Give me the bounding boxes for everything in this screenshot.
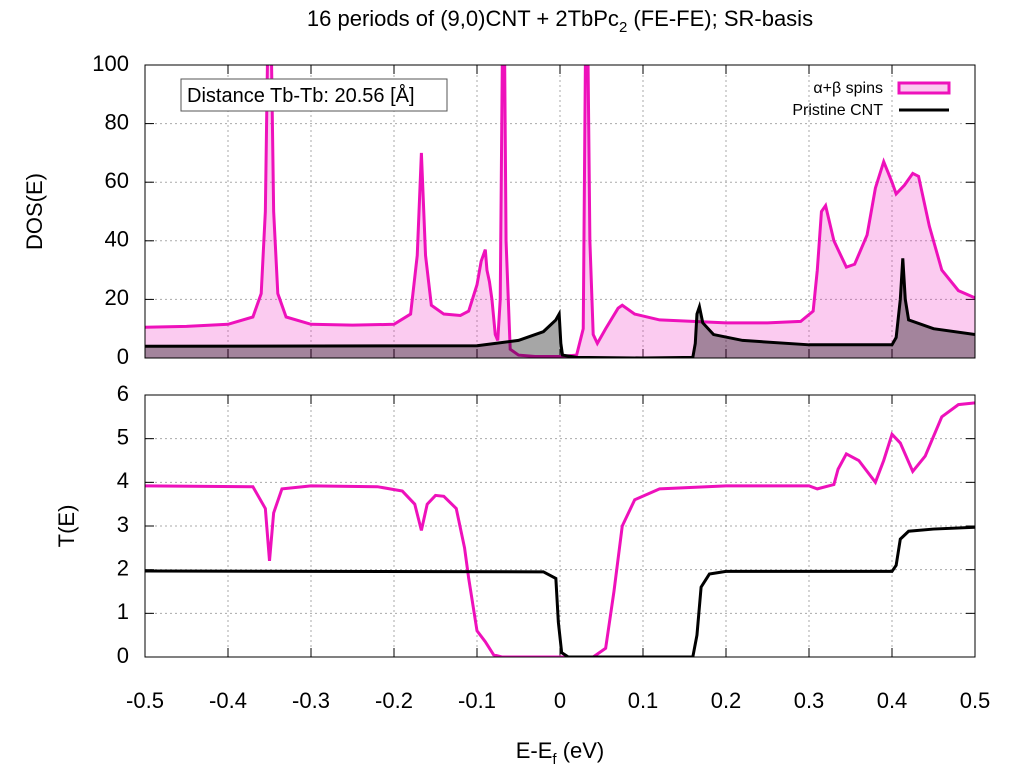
series-line bbox=[145, 525, 975, 657]
y-tick-label: 6 bbox=[117, 381, 129, 406]
plot-frame bbox=[144, 64, 976, 359]
x-tick-label: -0.4 bbox=[209, 688, 247, 713]
series-line bbox=[145, 258, 975, 358]
xlabel-part: E-E bbox=[516, 738, 553, 763]
legend-swatch bbox=[897, 81, 951, 95]
y-tick-label: 20 bbox=[105, 285, 129, 310]
x-tick-label: 0.4 bbox=[877, 688, 908, 713]
annotation-box bbox=[180, 78, 448, 112]
series-line bbox=[145, 401, 975, 657]
y-tick-label: 40 bbox=[105, 227, 129, 252]
plot-frame bbox=[144, 394, 976, 658]
x-tick-label: 0.5 bbox=[960, 688, 991, 713]
chart-title: 16 periods of (9,0)CNT + 2TbPc2 (FE-FE);… bbox=[307, 6, 813, 36]
plot-area bbox=[145, 401, 975, 657]
title-part: (FE-FE); SR-basis bbox=[627, 6, 813, 31]
y-tick-label: 0 bbox=[117, 344, 129, 369]
y-axis-label: DOS(E) bbox=[22, 173, 47, 250]
x-tick-label: -0.1 bbox=[458, 688, 496, 713]
annotation: Distance Tb-Tb: 20.56 [Å] bbox=[187, 84, 415, 107]
x-tick-label: 0.3 bbox=[794, 688, 825, 713]
x-tick-label: -0.2 bbox=[375, 688, 413, 713]
y-tick-label: 3 bbox=[117, 512, 129, 537]
x-tick-label: -0.3 bbox=[292, 688, 330, 713]
x-tick-label: 0.1 bbox=[628, 688, 659, 713]
legend-label: α+β spins bbox=[813, 80, 883, 97]
x-tick-label: 0.2 bbox=[711, 688, 742, 713]
title-subscript: 2 bbox=[619, 19, 627, 36]
y-tick-label: 0 bbox=[117, 643, 129, 668]
area-fill bbox=[145, 65, 975, 358]
y-tick-label: 5 bbox=[117, 424, 129, 449]
title-part: 16 periods of (9,0)CNT + 2TbPc bbox=[307, 6, 619, 31]
legend-label: Pristine CNT bbox=[792, 102, 883, 119]
xlabel-part: (eV) bbox=[557, 738, 605, 763]
x-axis-label: E-Ef (eV) bbox=[516, 738, 605, 768]
y-tick-label: 80 bbox=[105, 109, 129, 134]
xlabel-subscript: f bbox=[552, 751, 557, 768]
x-tick-label: -0.5 bbox=[126, 688, 164, 713]
x-tick-label: 0 bbox=[554, 688, 566, 713]
y-axis-label: T(E) bbox=[54, 505, 79, 548]
series-line bbox=[145, 65, 975, 358]
y-tick-label: 1 bbox=[117, 599, 129, 624]
plot-area bbox=[145, 65, 975, 358]
y-tick-label: 2 bbox=[117, 555, 129, 580]
y-tick-label: 4 bbox=[117, 468, 129, 493]
y-tick-label: 100 bbox=[92, 51, 129, 76]
y-tick-label: 60 bbox=[105, 168, 129, 193]
